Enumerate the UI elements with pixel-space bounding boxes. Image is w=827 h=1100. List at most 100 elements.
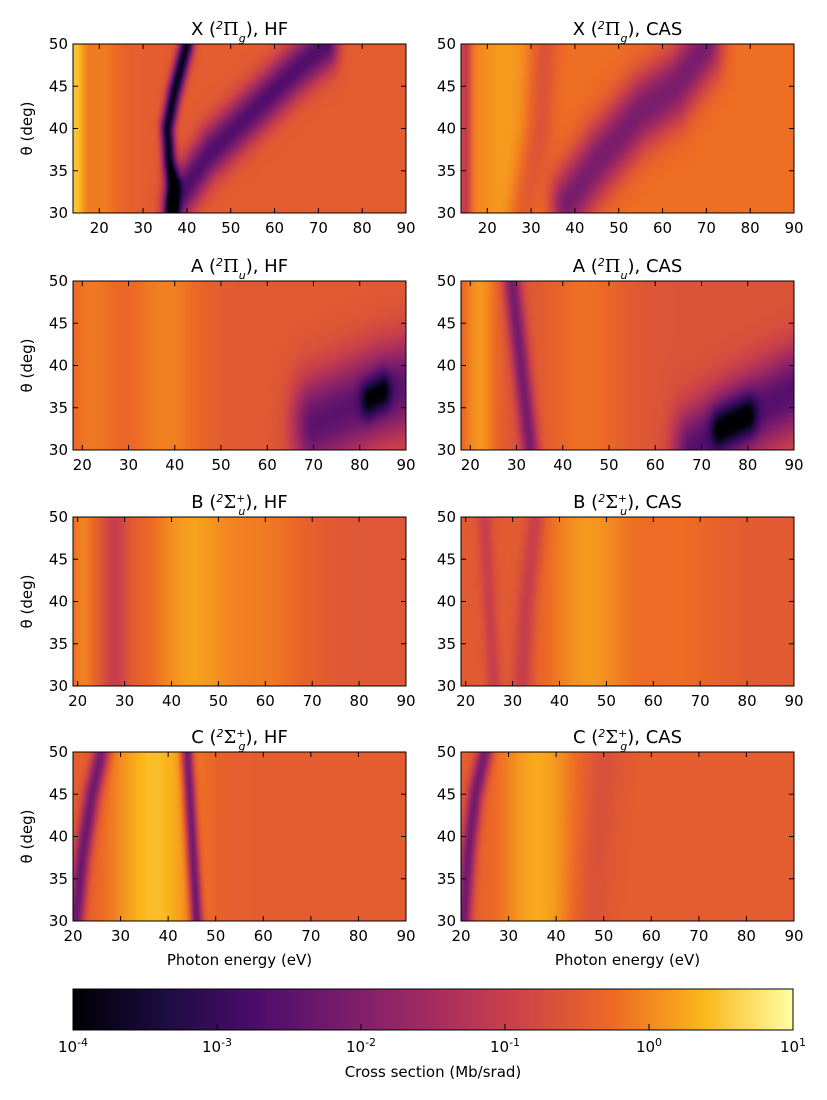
x-tick-label: 80	[353, 219, 372, 237]
heatmap-panel: X (2Πg), HF 20 30 40 50 60 70 80 90 30 35 40 45 50 θ (…	[18, 19, 416, 238]
x-tick-label: 90	[784, 456, 803, 474]
y-tick-label: 50	[437, 272, 456, 290]
x-tick-label: 70	[692, 456, 711, 474]
panel-title: C (2Σ+ g), CAS	[573, 727, 682, 753]
x-tick-label: 70	[303, 692, 322, 710]
x-tick-label: 50	[221, 219, 240, 237]
y-tick-label: 35	[437, 162, 456, 180]
x-tick-label: 70	[691, 692, 710, 710]
y-tick-label: 45	[49, 785, 68, 803]
y-tick-label: 40	[49, 357, 68, 375]
panel-title: X (2Πg), HF	[191, 19, 288, 45]
x-tick-label: 70	[301, 927, 320, 945]
heatmap-image	[73, 281, 406, 450]
heatmap-image	[73, 517, 406, 686]
y-tick-label: 35	[49, 870, 68, 888]
y-tick-label: 40	[49, 120, 68, 138]
x-tick-label: 90	[784, 927, 803, 945]
y-tick-label: 50	[437, 508, 456, 526]
panel-title: B (2Σ+ u), CAS	[573, 492, 682, 518]
x-tick-label: 50	[597, 692, 616, 710]
x-tick-label: 40	[547, 927, 566, 945]
x-tick-label: 50	[206, 927, 225, 945]
x-tick-label: 70	[697, 219, 716, 237]
y-tick-label: 40	[49, 828, 68, 846]
x-tick-label: 80	[350, 692, 369, 710]
y-tick-label: 40	[49, 593, 68, 611]
y-tick-label: 35	[49, 162, 68, 180]
y-tick-label: 45	[437, 550, 456, 568]
x-tick-label: 90	[396, 927, 415, 945]
y-axis-label: θ (deg)	[18, 339, 36, 393]
x-tick-label: 20	[73, 456, 92, 474]
x-tick-label: 30	[119, 456, 138, 474]
heatmap-image	[73, 752, 406, 921]
y-tick-label: 30	[437, 441, 456, 459]
panel-title: A (2Πu), CAS	[573, 256, 683, 282]
x-tick-label: 20	[451, 927, 470, 945]
y-tick-label: 30	[49, 677, 68, 695]
colorbar-label: Cross section (Mb/srad)	[345, 1063, 522, 1081]
heatmap-panel: X (2Πg), CAS 20 30 40 50 60 70 80 90 30 35 40 45 50	[437, 19, 804, 238]
y-tick-label: 50	[49, 35, 68, 53]
y-axis-label: θ (deg)	[18, 575, 36, 629]
x-tick-label: 80	[350, 456, 369, 474]
y-tick-label: 35	[49, 399, 68, 417]
x-tick-label: 30	[507, 456, 526, 474]
x-tick-label: 60	[642, 927, 661, 945]
y-tick-label: 35	[49, 635, 68, 653]
x-tick-label: 20	[90, 219, 109, 237]
y-tick-label: 45	[49, 550, 68, 568]
colorbar-tick-label: 10-2	[346, 1036, 376, 1057]
heatmap-panel: A (2Πu), HF 20 30 40 50 60 70 80 90 30 35 40 45 50 θ (…	[18, 256, 416, 475]
x-tick-label: 30	[499, 927, 518, 945]
x-tick-label: 80	[738, 692, 757, 710]
y-tick-label: 35	[437, 635, 456, 653]
y-tick-label: 35	[437, 399, 456, 417]
colorbar: 10-4 10-3 10-2 10-1 100 101 Cross section (Mb…	[58, 988, 806, 1081]
x-tick-label: 30	[522, 219, 541, 237]
x-tick-label: 60	[646, 456, 665, 474]
x-tick-label: 50	[211, 456, 230, 474]
colorbar-tick-label: 100	[636, 1036, 662, 1057]
y-tick-label: 50	[437, 743, 456, 761]
x-tick-label: 20	[68, 692, 87, 710]
heatmap-image	[461, 44, 794, 213]
y-tick-label: 40	[437, 120, 456, 138]
x-tick-label: 70	[689, 927, 708, 945]
y-tick-label: 50	[49, 743, 68, 761]
y-tick-label: 45	[437, 314, 456, 332]
y-tick-label: 45	[49, 314, 68, 332]
x-tick-label: 60	[256, 692, 275, 710]
y-tick-label: 45	[49, 77, 68, 95]
x-tick-label: 90	[396, 456, 415, 474]
y-tick-label: 50	[437, 35, 456, 53]
panel-title: A (2Πu), HF	[191, 256, 288, 282]
heatmap-image	[461, 517, 794, 686]
x-tick-label: 20	[478, 219, 497, 237]
x-tick-label: 80	[349, 927, 368, 945]
y-tick-label: 40	[437, 593, 456, 611]
y-tick-label: 30	[49, 204, 68, 222]
y-tick-label: 45	[437, 785, 456, 803]
colorbar-tick-label: 10-1	[490, 1036, 520, 1057]
x-tick-label: 40	[553, 456, 572, 474]
x-tick-label: 50	[209, 692, 228, 710]
y-tick-label: 30	[49, 912, 68, 930]
y-axis-label: θ (deg)	[18, 102, 36, 156]
x-tick-label: 40	[565, 219, 584, 237]
y-tick-label: 40	[437, 357, 456, 375]
colorbar-tick-label: 101	[780, 1036, 806, 1057]
y-axis-label: θ (deg)	[18, 810, 36, 864]
heatmap-panel: A (2Πu), CAS 20 30 40 50 60 70 80 90 30 35 40 45 50	[437, 256, 804, 475]
heatmap-image	[461, 752, 794, 921]
x-tick-label: 50	[609, 219, 628, 237]
panel-title: X (2Πg), CAS	[573, 19, 683, 45]
x-tick-label: 60	[254, 927, 273, 945]
y-tick-label: 50	[49, 508, 68, 526]
x-tick-label: 50	[599, 456, 618, 474]
x-tick-label: 30	[503, 692, 522, 710]
y-tick-label: 30	[49, 441, 68, 459]
